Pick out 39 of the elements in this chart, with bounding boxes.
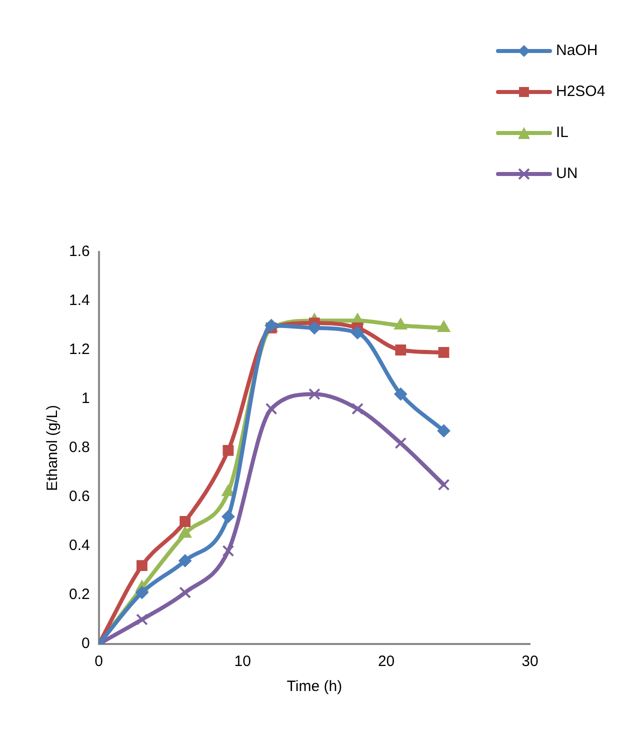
y-tick-label: 1.6 <box>68 243 90 260</box>
y-tick-label: 0.2 <box>68 586 90 604</box>
point <box>308 388 320 400</box>
point <box>395 344 406 356</box>
point <box>136 560 148 572</box>
point <box>136 614 148 626</box>
point <box>179 586 192 598</box>
legend-label: UN <box>556 165 578 182</box>
x-axis-title: Time (h) <box>286 678 342 696</box>
x-tick-label: 0 <box>94 653 104 670</box>
point <box>351 326 364 340</box>
y-tick-label: 1 <box>82 390 90 408</box>
y-tick-label: 0.4 <box>68 537 90 554</box>
point <box>135 586 148 600</box>
x-tick-label: 10 <box>234 653 251 670</box>
point <box>222 510 235 524</box>
point <box>394 388 408 401</box>
point <box>438 347 450 358</box>
legend-label: H2SO4 <box>556 83 606 100</box>
y-tick-label: 0.8 <box>68 439 90 456</box>
point <box>222 544 234 557</box>
y-tick-label: 1.4 <box>68 292 90 310</box>
point <box>437 424 450 438</box>
point <box>438 478 450 491</box>
point <box>308 321 321 334</box>
y-tick-label: 1.2 <box>68 341 90 358</box>
y-tick-label: 0 <box>82 635 90 652</box>
point <box>222 445 234 456</box>
x-tick-label: 20 <box>378 653 395 670</box>
legend-label: NaOH <box>556 42 598 59</box>
point <box>180 516 191 527</box>
point <box>178 554 192 568</box>
x-tick-label: 30 <box>522 653 538 670</box>
legend-label: IL <box>556 124 569 141</box>
point <box>352 402 364 415</box>
y-axis-title: Ethanol (g/L) <box>44 405 62 491</box>
y-tick-label: 0.6 <box>68 488 90 506</box>
point <box>394 437 407 450</box>
point <box>265 402 278 415</box>
